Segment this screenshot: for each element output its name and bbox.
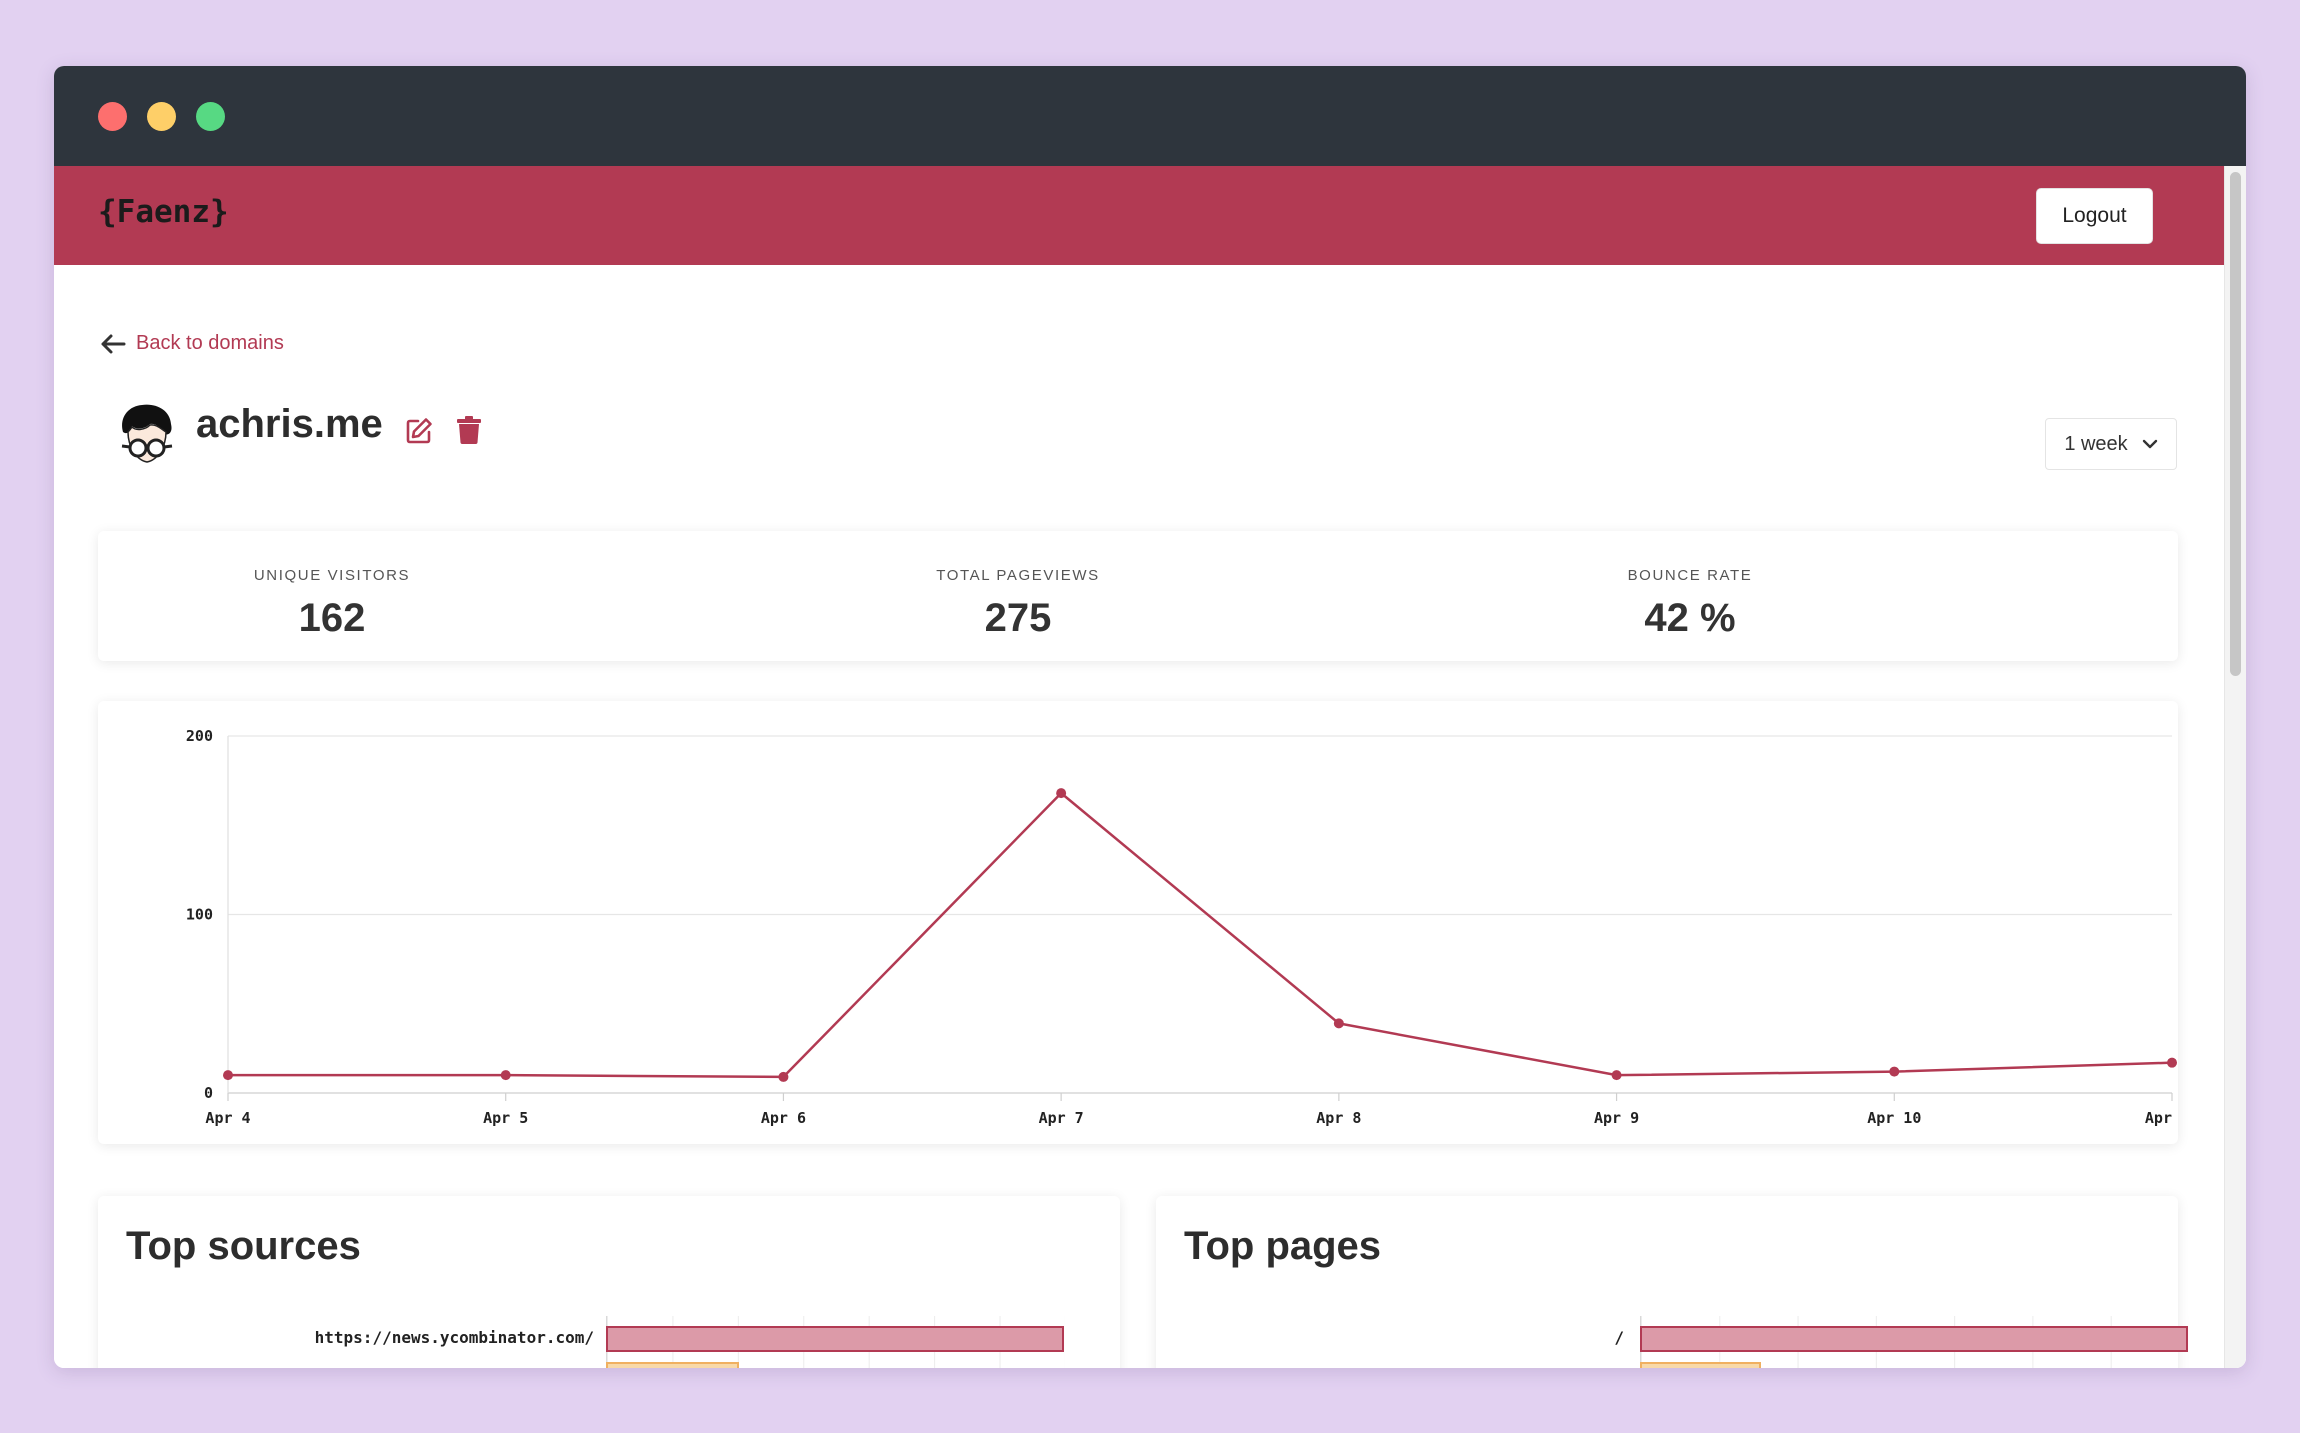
bar-mark[interactable] [1640,1326,2188,1352]
chart-data-point [1611,1070,1622,1081]
chart-series-line [228,791,2173,1079]
back-link-label: Back to domains [136,332,284,354]
chart-x-tick-label: Apr 5 [483,1109,528,1127]
chart-x-tick-label: Apr 6 [761,1109,806,1127]
top-pages-title: Top pages [1184,1224,1382,1268]
top-sources-title: Top sources [126,1224,361,1268]
arrow-left-icon [101,334,126,353]
stat-value: 162 [298,596,366,640]
stat-label: UNIQUE VISITORS [253,567,411,584]
top-sources-panel: Top sources https://news.ycombinator.com… [98,1196,1120,1368]
bar-mark[interactable] [606,1326,1064,1352]
chart-x-tick-label: Apr 7 [1039,1109,1084,1127]
window-titlebar [54,66,2246,166]
stat-bounce-rate: BOUNCE RATE 42 % [1460,531,1920,641]
pageviews-chart-card: 0 100 200 Apr 4 Apr 5 Apr 6 Apr 7 Apr 8 Apr 9 Apr… [98,701,2178,1144]
stat-total-pageviews: TOTAL PAGEVIEWS 275 [788,531,1248,641]
stat-unique-visitors: UNIQUE VISITORS 162 [102,531,562,641]
maximize-window-button[interactable] [196,102,225,131]
chart-x-tick-label: Apr 11 [2145,1109,2178,1127]
chart-data-point [500,1070,511,1081]
browser-window: {Faenz} Logout Back to domains achris.me [54,66,2246,1368]
bar-label: / [1614,1328,1624,1347]
trash-icon[interactable] [456,415,482,445]
chart-y-tick-label: 200 [186,727,213,745]
chevron-down-icon [2142,439,2157,449]
chart-x-tick-label: Apr 10 [1867,1109,1921,1127]
close-window-button[interactable] [98,102,127,131]
chart-x-tick-label: Apr 9 [1594,1109,1639,1127]
logout-button[interactable]: Logout [2036,188,2153,244]
bar-mark[interactable] [1640,1362,1761,1368]
bar-label: https://news.ycombinator.com/ [314,1328,594,1347]
domain-title: achris.me [196,402,383,446]
page-scrollbar[interactable] [2224,166,2246,1368]
chart-x-tick-label: Apr 4 [205,1109,250,1127]
chart-y-tick-label: 0 [204,1084,213,1102]
brand-logo[interactable]: {Faenz} [98,194,229,230]
chart-y-tick-label: 100 [186,906,213,924]
stat-label: TOTAL PAGEVIEWS [936,567,1100,584]
scrollbar-thumb[interactable] [2230,172,2241,676]
chart-data-point [1889,1066,1900,1077]
chart-data-point [1056,788,1067,799]
top-navbar: {Faenz} Logout [54,166,2224,265]
chart-x-tick-label: Apr 8 [1316,1109,1361,1127]
chart-data-point [2167,1057,2177,1068]
top-pages-panel: Top pages / [1156,1196,2189,1368]
edit-icon[interactable] [404,416,434,446]
stat-value: 42 % [1644,596,1736,640]
back-to-domains-link[interactable]: Back to domains [100,332,284,355]
chart-data-point [223,1070,233,1081]
stats-card: UNIQUE VISITORS 162 TOTAL PAGEVIEWS 275 … [98,531,2178,661]
time-range-value: 1 week [2064,432,2128,455]
stat-value: 275 [984,596,1052,640]
bar-mark[interactable] [606,1362,739,1368]
time-range-select[interactable]: 1 week [2045,418,2177,470]
chart-data-point [778,1071,789,1082]
stat-label: BOUNCE RATE [1627,567,1753,584]
avatar [121,404,173,463]
minimize-window-button[interactable] [147,102,176,131]
pageviews-line-chart: 0 100 200 Apr 4 Apr 5 Apr 6 Apr 7 Apr 8 Apr 9 Apr… [186,727,2178,1127]
chart-data-point [1333,1018,1344,1029]
page-viewport: {Faenz} Logout Back to domains achris.me [54,166,2246,1368]
